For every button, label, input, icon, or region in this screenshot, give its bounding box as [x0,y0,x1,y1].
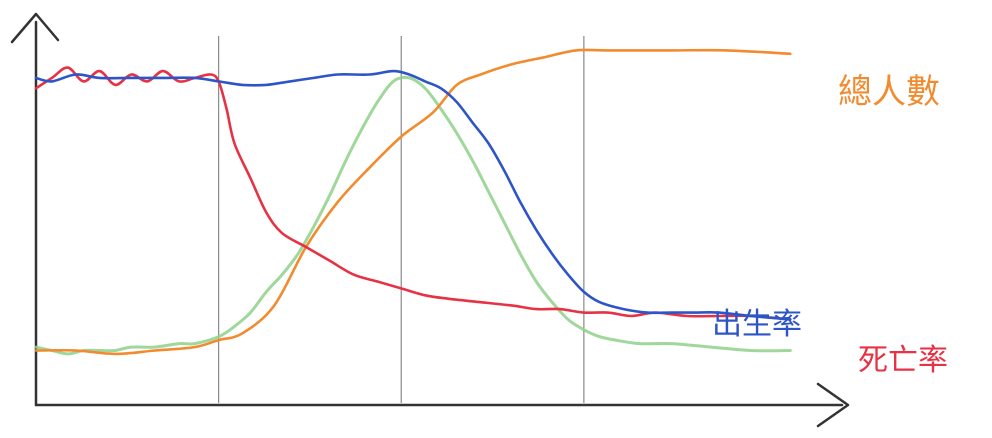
series-label-total-population: 總人數 [838,72,940,112]
x-axis-arrowhead [816,382,850,428]
series-line-green [34,75,792,356]
y-axis-arrowhead [10,12,60,44]
series-line-total-population [34,48,792,356]
series-line-death-rate [34,66,792,321]
series-label-death-rate: 死亡率 [858,343,948,378]
stage-gridlines [218,36,585,403]
series-lines [34,48,792,356]
series-line-birth-rate [34,69,792,321]
axes [10,12,850,428]
series-label-birth-rate: 出生率 [712,307,802,342]
series-labels: 總人數 出生率 死亡率 [712,72,948,378]
